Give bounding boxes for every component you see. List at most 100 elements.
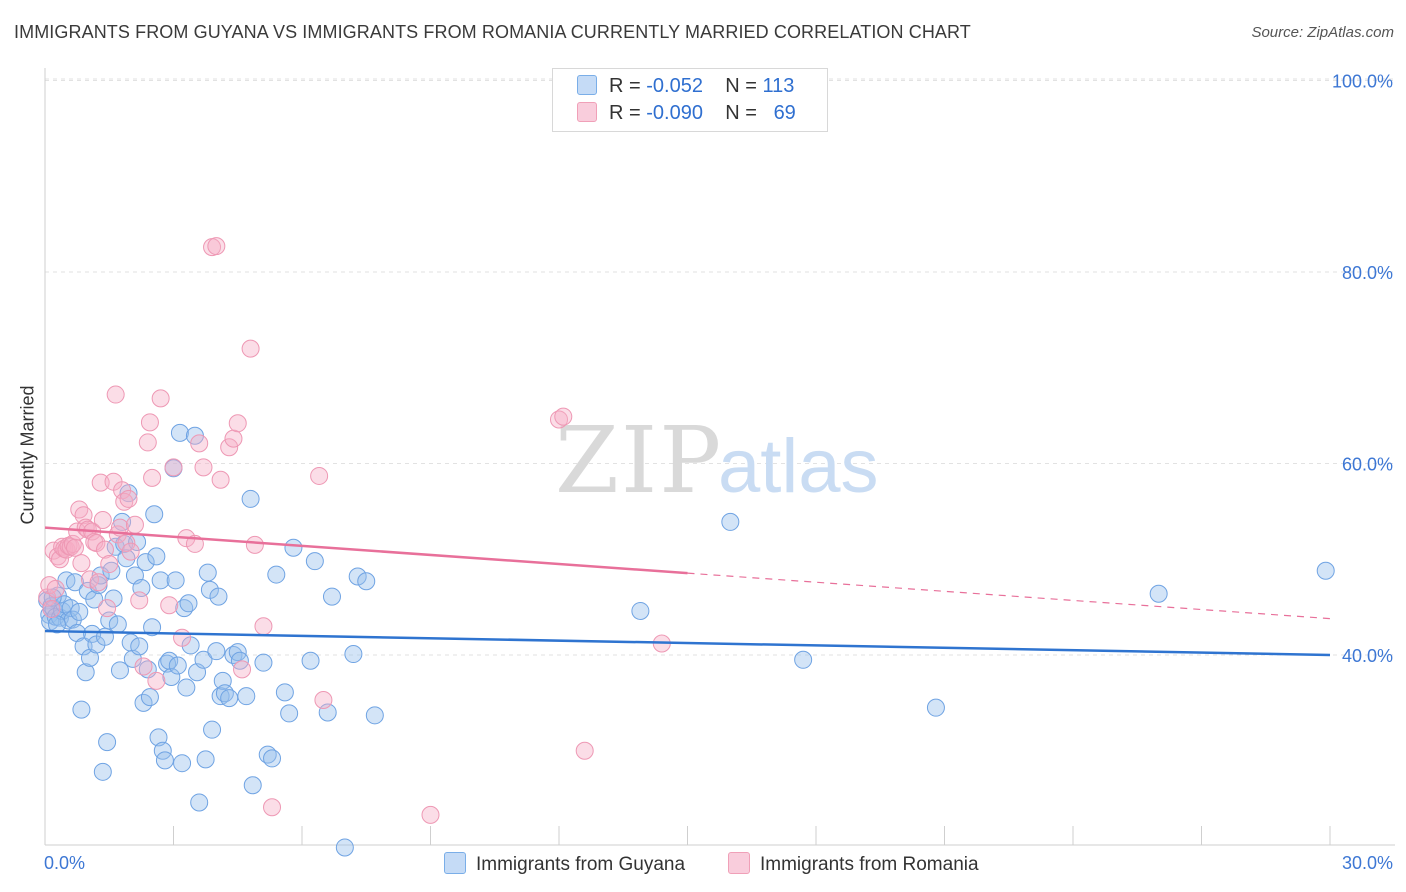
point-romania	[160, 596, 179, 615]
legend-swatch-guyana	[577, 75, 597, 95]
point-romania	[91, 473, 110, 492]
point-guyana	[61, 599, 80, 618]
point-guyana	[284, 538, 303, 557]
point-romania	[211, 470, 230, 489]
trend-line-romania	[44, 526, 688, 575]
bottom-legend-label-guyana: Immigrants from Guyana	[476, 854, 686, 875]
point-guyana	[207, 642, 226, 661]
trend-line-guyana	[44, 629, 1331, 657]
point-guyana	[179, 594, 198, 613]
legend-n-value: 69	[773, 102, 796, 124]
point-guyana	[72, 700, 91, 719]
point-guyana	[85, 590, 104, 609]
point-romania	[254, 617, 273, 636]
legend-n-label: N =	[725, 102, 757, 124]
point-guyana	[301, 651, 320, 670]
point-romania	[224, 429, 243, 448]
y-tick-label: 60.0%	[1342, 455, 1393, 475]
point-romania	[93, 510, 112, 529]
point-guyana	[143, 618, 162, 637]
point-romania	[130, 591, 149, 610]
point-guyana	[322, 587, 341, 606]
point-guyana	[130, 637, 149, 656]
point-guyana	[1149, 584, 1168, 603]
point-guyana	[344, 645, 363, 664]
point-romania	[100, 555, 119, 574]
point-romania	[42, 600, 61, 619]
point-romania	[72, 554, 91, 573]
point-romania	[263, 798, 282, 817]
point-romania	[106, 385, 125, 404]
chart-title: IMMIGRANTS FROM GUYANA VS IMMIGRANTS FRO…	[14, 22, 971, 42]
point-guyana	[162, 668, 181, 687]
point-guyana	[254, 653, 273, 672]
watermark-atlas: atlas	[718, 424, 879, 509]
point-romania	[143, 468, 162, 487]
point-romania	[575, 741, 594, 760]
point-guyana	[190, 793, 209, 812]
stats-legend: R = -0.052 N = 113 R = -0.090 N = 69	[552, 68, 828, 132]
point-guyana	[196, 750, 215, 769]
point-guyana	[721, 512, 740, 531]
point-guyana	[263, 749, 282, 768]
point-guyana	[76, 663, 95, 682]
point-guyana	[280, 704, 299, 723]
point-romania	[421, 805, 440, 824]
point-romania	[245, 535, 264, 554]
point-romania	[241, 339, 260, 358]
point-romania	[190, 434, 209, 453]
point-guyana	[631, 601, 650, 620]
legend-row-guyana: R = -0.052 N = 113	[577, 75, 794, 98]
point-guyana	[335, 838, 354, 857]
point-guyana	[275, 683, 294, 702]
point-guyana	[98, 733, 117, 752]
point-guyana	[110, 661, 129, 680]
point-guyana	[305, 552, 324, 571]
tick-labels: 40.0% 60.0% 80.0% 100.0% 0.0% 30.0%	[44, 72, 1393, 874]
point-romania	[140, 413, 159, 432]
legend-r-label: R =	[609, 102, 641, 124]
point-guyana	[241, 489, 260, 508]
point-romania	[194, 458, 213, 477]
y-tick-label: 80.0%	[1342, 263, 1393, 283]
point-guyana	[1316, 561, 1335, 580]
point-romania	[228, 414, 247, 433]
point-guyana	[70, 602, 89, 621]
legend-swatch-romania	[577, 102, 597, 122]
x-tick-label: 30.0%	[1342, 853, 1393, 873]
point-guyana	[93, 762, 112, 781]
point-guyana	[149, 728, 168, 747]
bottom-legend-swatch-guyana	[444, 852, 466, 874]
point-guyana	[151, 571, 170, 590]
legend-n-value: 113	[762, 75, 795, 97]
point-romania	[138, 433, 157, 452]
point-guyana	[243, 776, 262, 795]
point-romania	[554, 407, 573, 426]
point-guyana	[926, 698, 945, 717]
point-guyana	[357, 572, 376, 591]
point-romania	[314, 691, 333, 710]
point-guyana	[267, 565, 286, 584]
trend-line-romania-dashed	[687, 572, 1331, 620]
point-romania	[207, 237, 226, 256]
point-guyana	[203, 720, 222, 739]
point-guyana	[147, 547, 166, 566]
point-romania	[147, 671, 166, 690]
point-guyana	[108, 615, 127, 634]
point-romania	[121, 542, 140, 561]
point-romania	[119, 489, 138, 508]
bottom-legend-guyana: Immigrants from Guyana	[444, 852, 685, 876]
point-guyana	[198, 563, 217, 582]
point-romania	[151, 389, 170, 408]
point-guyana	[155, 751, 174, 770]
point-guyana	[104, 589, 123, 608]
point-guyana	[65, 573, 84, 592]
grid-lines	[45, 78, 1395, 656]
point-guyana	[348, 567, 367, 586]
watermark-zip: ZIP	[555, 407, 723, 514]
point-romania	[173, 628, 192, 647]
trend-lines	[44, 526, 1331, 657]
point-guyana	[145, 505, 164, 524]
x-tick-label: 0.0%	[44, 853, 85, 873]
